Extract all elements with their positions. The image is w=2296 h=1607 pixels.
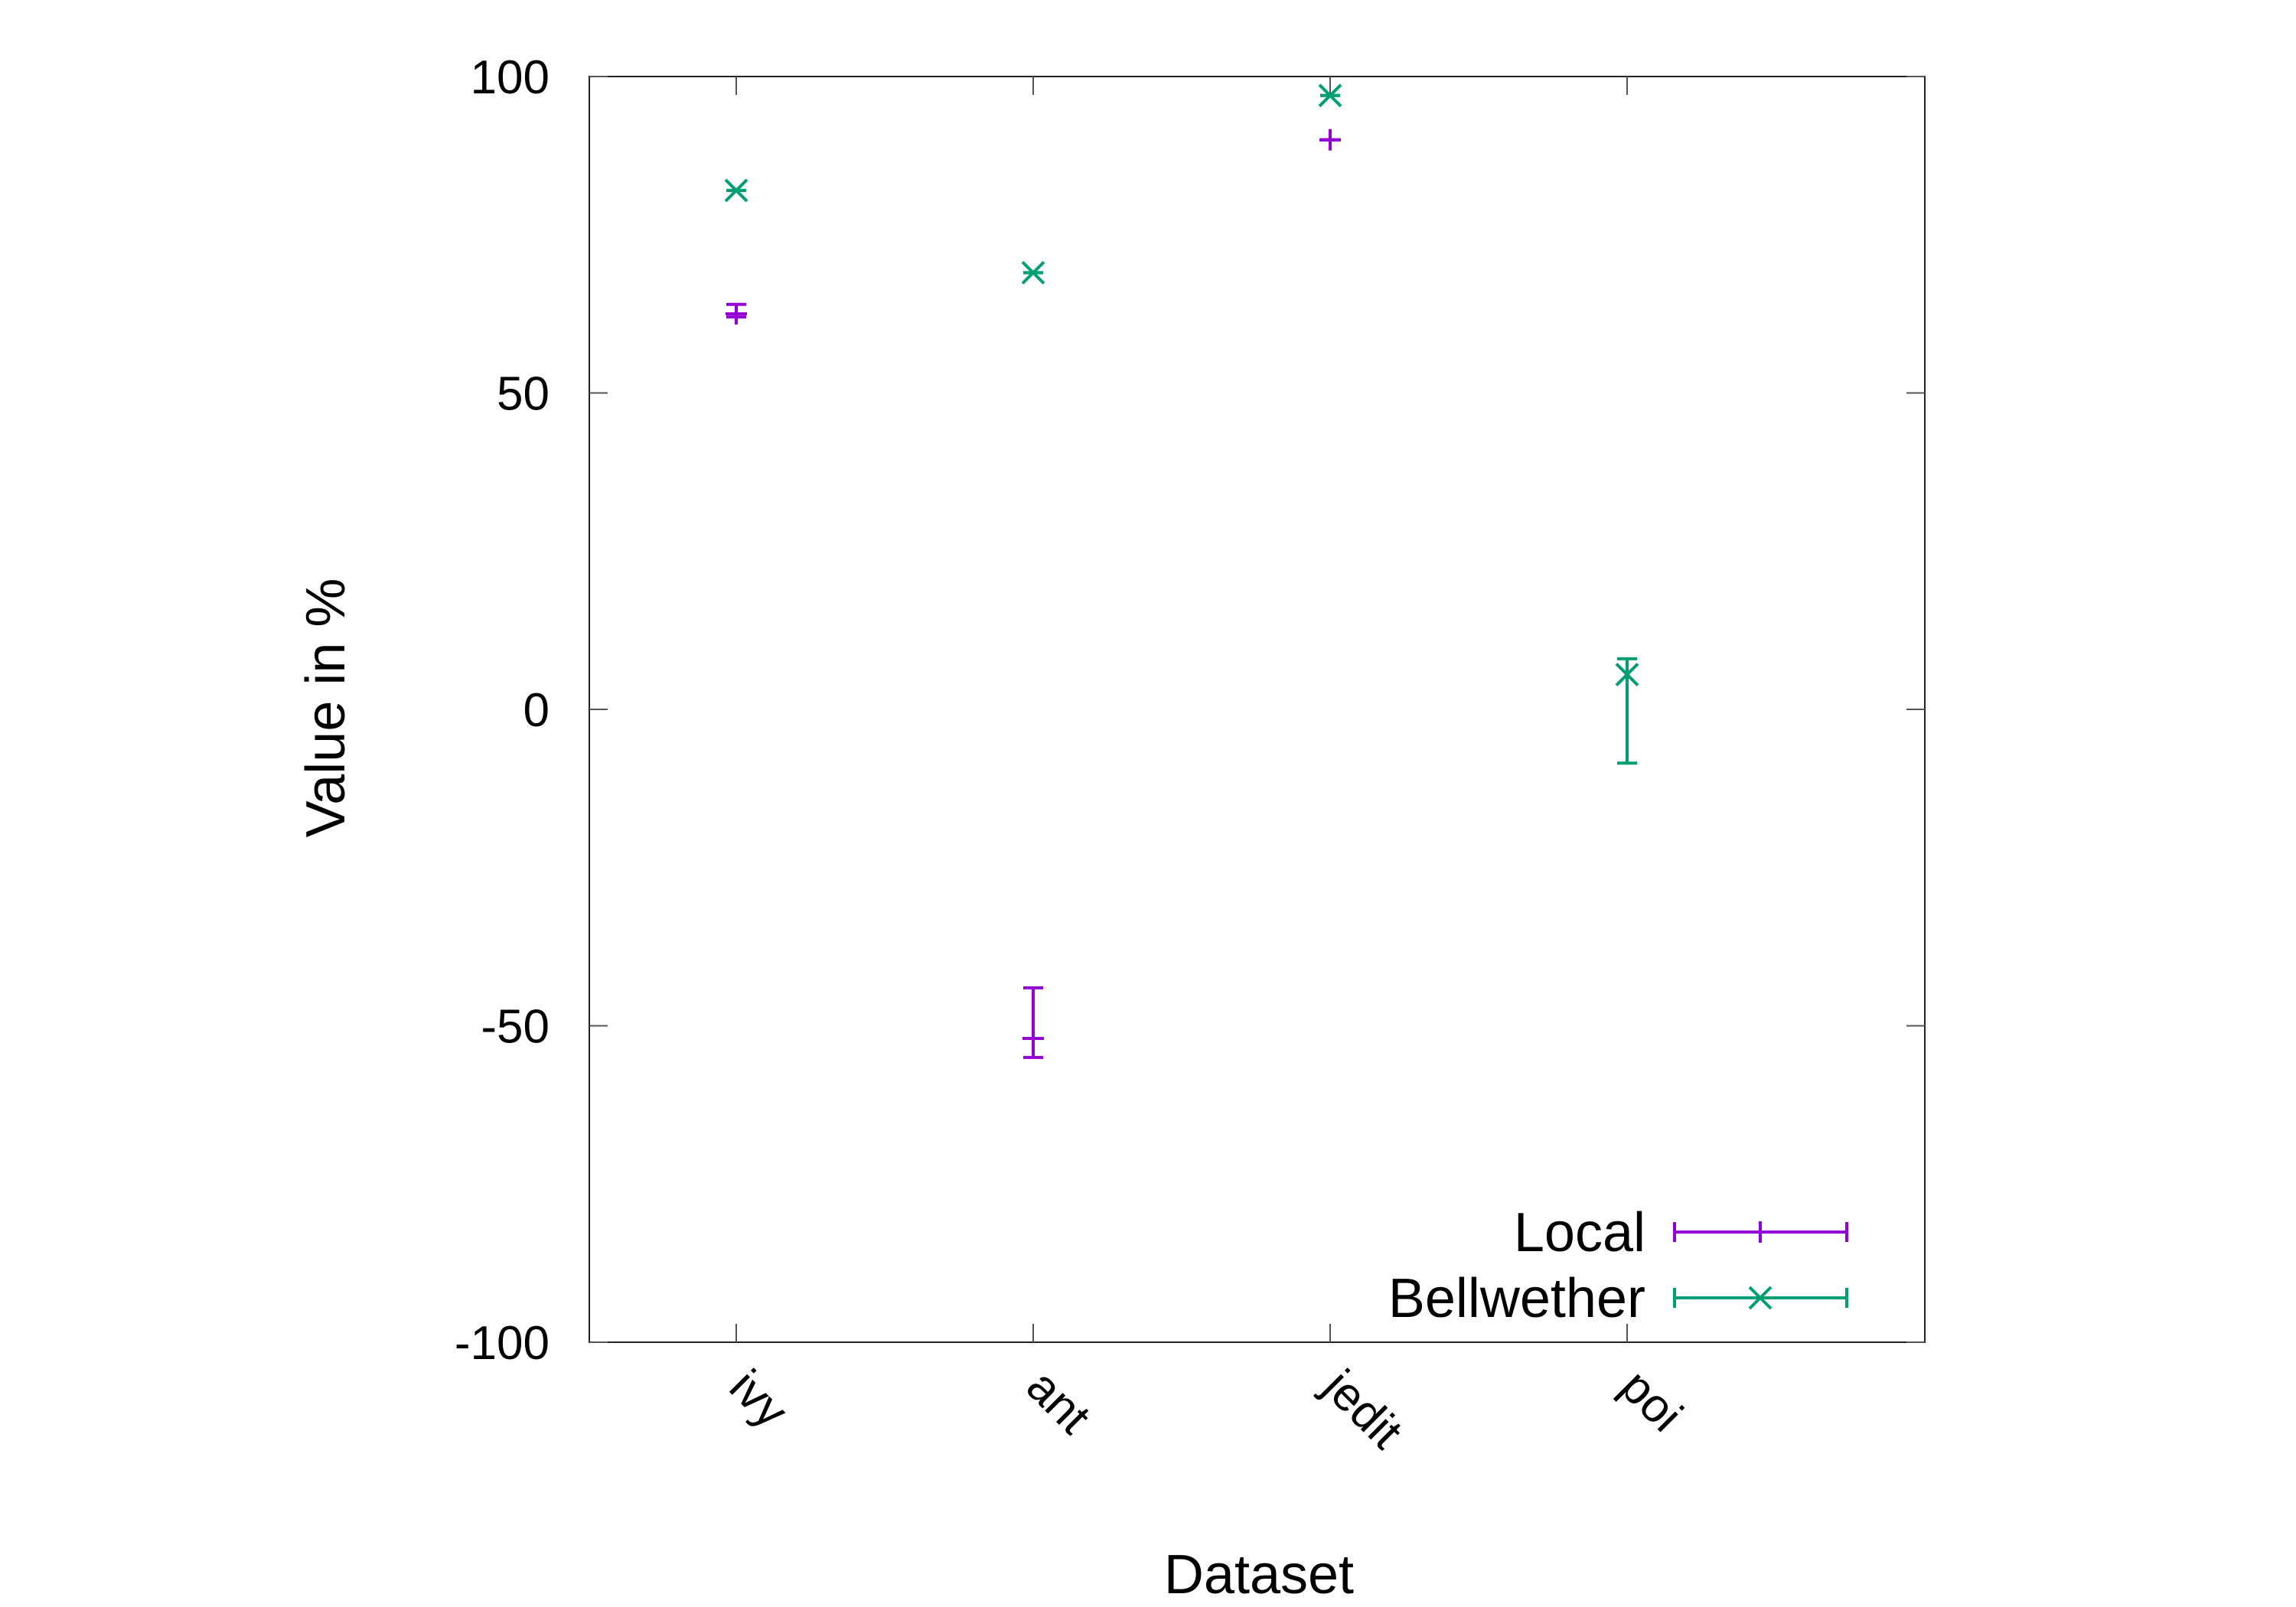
y-axis: -100 -50 0 50 100: [455, 51, 1925, 1370]
y-tick-label: 0: [523, 684, 550, 737]
marker: [1319, 129, 1341, 151]
y-axis-title: Value in %: [295, 579, 357, 838]
marker: [724, 178, 748, 203]
marker: [1021, 260, 1045, 285]
marker: [1318, 83, 1342, 108]
y-tick-label: 50: [497, 368, 550, 421]
marker: [726, 303, 747, 325]
marker-d2: [1748, 1286, 1773, 1310]
marker-d2: [1318, 83, 1342, 108]
data-point-bellwether-poi: [1615, 657, 1639, 765]
legend-label: Local: [1514, 1202, 1645, 1263]
y-tick-label: -50: [481, 1001, 550, 1054]
data-point-bellwether-jedit: [1318, 83, 1342, 108]
data-point-bellwether-ivy: [724, 178, 748, 203]
legend-marker: [1748, 1286, 1773, 1310]
legend-entry-local: Local: [1514, 1202, 1848, 1263]
y-tick-label: 100: [471, 51, 550, 104]
marker: [1615, 663, 1639, 686]
series-layer: [724, 83, 1639, 1059]
legend-entry-bellwether: Bellwether: [1388, 1268, 1848, 1329]
series-local: [726, 129, 1341, 1059]
series-bellwether: [724, 83, 1639, 765]
y-tick-label: -100: [455, 1317, 550, 1370]
marker-d2: [724, 178, 748, 203]
data-point-local-ivy: [726, 302, 747, 325]
data-point-bellwether-ant: [1021, 260, 1045, 285]
data-point-local-ant: [1022, 986, 1044, 1059]
data-point-local-jedit: [1319, 129, 1341, 151]
marker: [1022, 1028, 1044, 1050]
marker-d2: [1021, 260, 1045, 285]
marker-d2: [1615, 663, 1639, 686]
legend-label: Bellwether: [1388, 1268, 1645, 1329]
legend-marker: [1750, 1221, 1771, 1243]
x-axis-title: Dataset: [1164, 1544, 1354, 1605]
